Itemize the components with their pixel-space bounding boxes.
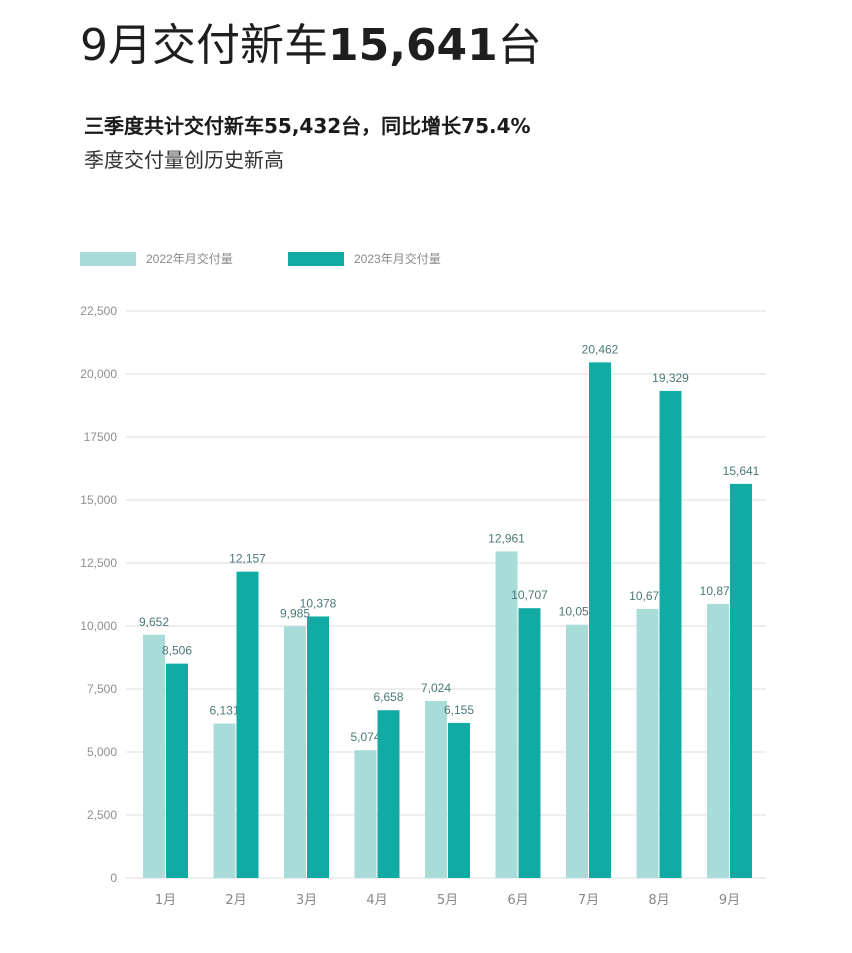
y-tick-label: 22,500 <box>80 304 117 318</box>
bar-2023 <box>730 483 752 878</box>
data-label-2023: 12,157 <box>229 552 266 566</box>
bar-2022 <box>495 551 518 878</box>
data-label-2023: 20,462 <box>582 342 619 356</box>
data-label-2022: 7,024 <box>421 681 451 695</box>
bar-2023 <box>518 608 541 878</box>
data-label-2022: 12,961 <box>488 531 525 545</box>
data-label-2023: 6,155 <box>444 703 474 717</box>
data-label-2023: 8,506 <box>162 644 192 658</box>
bar-2022 <box>143 634 165 878</box>
x-tick-label: 2月 <box>225 893 246 908</box>
bar-2022 <box>636 608 659 878</box>
bar-2023 <box>166 663 188 878</box>
data-label-2022: 10,052 <box>559 605 596 619</box>
bar-2022 <box>566 624 588 878</box>
legend-label-2022: 2022年月交付量 <box>146 252 233 266</box>
page-title: 9月交付新车15,641台 <box>80 18 542 74</box>
title-suffix: 台 <box>497 20 542 71</box>
data-label-2023: 19,329 <box>652 371 689 385</box>
legend-swatch-2023 <box>288 252 344 266</box>
x-tick-label: 1月 <box>155 893 176 908</box>
bar-2023 <box>589 362 611 878</box>
bar-2023 <box>448 722 470 878</box>
subtitle-secondary: 季度交付量创历史新高 <box>84 148 284 172</box>
bar-2022 <box>707 603 729 878</box>
bar-2023 <box>307 616 329 878</box>
bar-2022 <box>354 750 377 878</box>
x-tick-label: 3月 <box>296 893 317 908</box>
y-tick-label: 0 <box>110 871 117 885</box>
y-tick-label: 10,000 <box>80 619 117 633</box>
y-tick-label: 20,000 <box>80 367 117 381</box>
data-label-2023: 15,641 <box>723 464 760 478</box>
bar-2022 <box>213 723 236 878</box>
data-label-2022: 9,985 <box>280 606 310 620</box>
title-number: 15,641 <box>328 20 498 71</box>
y-tick-label: 12,500 <box>80 556 117 570</box>
data-label-2022: 6,131 <box>209 703 239 717</box>
bar-2023 <box>659 390 682 878</box>
x-tick-label: 4月 <box>366 893 387 908</box>
y-tick-label: 2,500 <box>87 808 117 822</box>
y-tick-label: 5,000 <box>87 745 117 759</box>
legend-label-2023: 2023年月交付量 <box>354 252 441 266</box>
title-prefix: 9月交付新车 <box>80 20 328 71</box>
data-label-2023: 6,658 <box>373 690 403 704</box>
data-label-2022: 10,677 <box>629 589 666 603</box>
y-tick-label: 7,500 <box>87 682 117 696</box>
bar-2023 <box>236 571 259 878</box>
x-tick-label: 5月 <box>437 893 458 908</box>
data-label-2022: 10,878 <box>700 584 737 598</box>
y-tick-label: 17500 <box>84 430 118 444</box>
subtitle: 三季度共计交付新车55,432台，同比增长75.4% <box>84 114 531 138</box>
y-tick-label: 15,000 <box>80 493 117 507</box>
x-tick-label: 6月 <box>507 893 528 908</box>
data-label-2023: 10,378 <box>300 596 337 610</box>
data-label-2022: 5,074 <box>350 730 380 744</box>
x-tick-label: 8月 <box>648 893 669 908</box>
x-tick-label: 9月 <box>719 893 740 908</box>
x-tick-label: 7月 <box>578 893 599 908</box>
legend-swatch-2022 <box>80 252 136 266</box>
bar-2023 <box>377 710 400 878</box>
bar-2022 <box>425 700 447 878</box>
bar-2022 <box>284 626 306 878</box>
data-label-2023: 10,707 <box>511 588 548 602</box>
data-label-2022: 9,652 <box>139 615 169 629</box>
